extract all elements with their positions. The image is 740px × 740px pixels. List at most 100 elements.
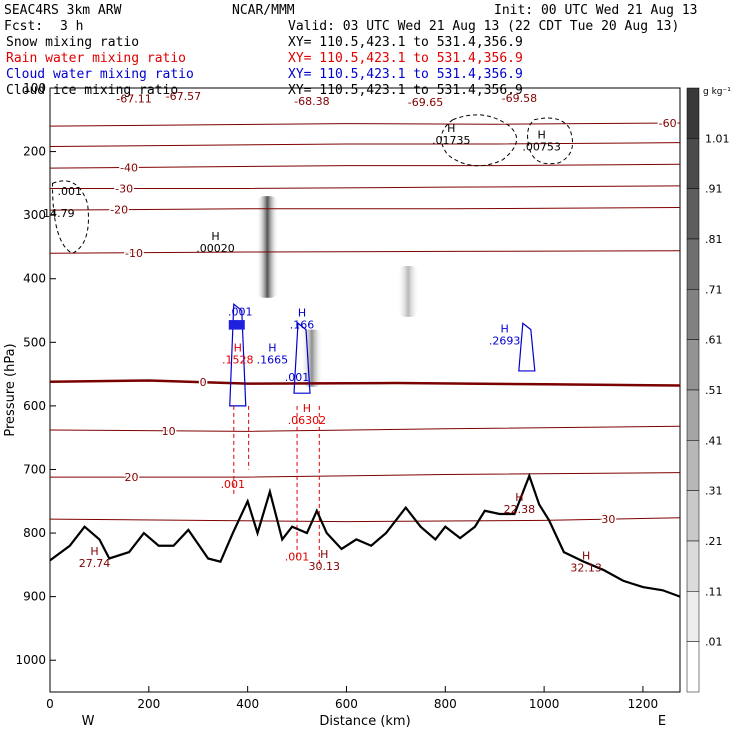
maximum-marker: H xyxy=(515,491,523,504)
colorbar-tick: .61 xyxy=(705,334,723,347)
legend-xy: XY= 110.5,423.1 to 531.4,356.9 xyxy=(288,35,523,50)
colorbar-cell xyxy=(686,591,700,642)
maximum-value: .001 xyxy=(285,550,310,563)
maximum-value: .1665 xyxy=(257,353,289,366)
temperature-contour xyxy=(49,250,681,254)
y-tick-label: 700 xyxy=(23,462,46,476)
contour-label: -10 xyxy=(125,247,143,260)
colorbar-cell xyxy=(686,188,700,240)
colorbar-tick: .41 xyxy=(705,434,723,447)
maximum-marker: H xyxy=(90,545,98,558)
x-tick-label: 800 xyxy=(434,697,457,711)
maximum-value: 22.38 xyxy=(504,503,536,516)
cloud-water-core xyxy=(228,320,245,330)
y-tick-label: 100 xyxy=(23,81,46,95)
cloud-ice-contour xyxy=(51,180,89,254)
colorbar-cell xyxy=(686,440,700,491)
snow-column xyxy=(256,196,279,298)
top-contour-label: -68.38 xyxy=(294,95,329,108)
maximum-marker: H xyxy=(234,341,242,354)
plot-area: -60 -40 -30 -20 -10 0 10 20 30 -67.11 -67.57 -68.38… xyxy=(43,90,681,598)
maximum-marker: H xyxy=(211,230,219,243)
legend-xy: XY= 110.5,423.1 to 531.4,356.9 xyxy=(288,83,523,98)
east-label: E xyxy=(658,714,666,729)
colorbar-cell xyxy=(686,339,700,391)
maximum-marker: H xyxy=(320,548,328,561)
maximum-value: 30.13 xyxy=(308,560,340,573)
contour-label: -20 xyxy=(110,204,128,217)
y-tick-label: 400 xyxy=(23,272,46,286)
colorbar-cell xyxy=(686,138,700,189)
temperature-contour xyxy=(49,379,681,387)
y-tick-label: 1000 xyxy=(15,653,46,667)
forecast-value: 3 h xyxy=(60,19,83,34)
maximum-marker: H xyxy=(268,341,276,354)
colorbar-tick: 1.01 xyxy=(705,132,730,145)
legend-xy: XY= 110.5,423.1 to 531.4,356.9 xyxy=(288,67,523,82)
center-title: NCAR/MMM xyxy=(232,3,295,18)
colorbar-cell xyxy=(686,389,700,441)
contour-label: -60 xyxy=(659,117,677,130)
maximum-value: 32.13 xyxy=(570,561,602,574)
temperature-contour xyxy=(49,142,681,147)
y-tick-label: 200 xyxy=(23,145,46,159)
colorbar-tick: .51 xyxy=(705,384,723,397)
valid-time: Valid: 03 UTC Wed 21 Aug 13 (22 CDT Tue … xyxy=(288,19,679,34)
y-tick-label: 900 xyxy=(23,590,46,604)
maximum-value: .06302 xyxy=(288,414,327,427)
maximum-value: 27.74 xyxy=(79,557,111,570)
init-time: Init: 00 UTC Wed 21 Aug 13 xyxy=(494,3,698,18)
top-contour-label: -67.57 xyxy=(166,90,201,103)
maximum-value: .00753 xyxy=(522,140,561,153)
x-axis-label: Distance (km) xyxy=(319,714,410,729)
colorbar-cell xyxy=(686,490,700,542)
top-contour-label: -69.58 xyxy=(502,92,537,105)
colorbar-cell xyxy=(686,238,700,290)
legend-entry: Snow mixing ratio xyxy=(6,35,139,50)
legend-entry: Rain water mixing ratio xyxy=(6,51,186,66)
contour-label: 20 xyxy=(125,471,139,484)
x-tick-label: 0 xyxy=(46,697,54,711)
x-tick-label: 400 xyxy=(236,697,259,711)
maximum-value: .001 xyxy=(228,306,253,319)
colorbar-tick: .81 xyxy=(705,233,723,246)
colorbar-tick: .21 xyxy=(705,535,723,548)
maximum-value: 14.79 xyxy=(43,207,75,220)
maximum-value: .00020 xyxy=(196,242,235,255)
colorbar-cell xyxy=(686,289,700,340)
temperature-contour xyxy=(50,472,681,478)
maximum-marker: H xyxy=(303,402,311,415)
maximum-value: .001 xyxy=(58,185,83,198)
maximum-value: .001 xyxy=(285,371,310,384)
axes: 0 200 400 600 800 1000 12001002003004005006007… xyxy=(3,81,666,729)
colorbar-tick: .11 xyxy=(705,585,723,598)
forecast-label: Fcst: xyxy=(4,19,43,34)
maximum-marker: H xyxy=(538,128,546,141)
contour-label: 0 xyxy=(200,376,207,389)
contour-label: -30 xyxy=(115,182,133,195)
maximum-marker: H xyxy=(500,322,508,335)
y-tick-label: 300 xyxy=(23,208,46,222)
legend-entry: Cloud water mixing ratio xyxy=(6,67,194,82)
cloud-ice-contour xyxy=(527,117,574,165)
colorbar-cell xyxy=(686,87,700,139)
contour-label: 30 xyxy=(601,513,615,526)
snow-column xyxy=(397,266,420,317)
cloud-water-contour xyxy=(293,322,311,394)
cloud-water-contour xyxy=(229,302,247,407)
temperature-contour xyxy=(49,517,681,523)
maximum-value: .1528 xyxy=(222,353,254,366)
maximum-marker: H xyxy=(298,306,306,319)
legend-xy: XY= 110.5,423.1 to 531.4,356.9 xyxy=(288,51,523,66)
temperature-contour xyxy=(49,425,681,432)
y-tick-label: 800 xyxy=(23,526,46,540)
colorbar: .01 .11 .21 .31 .41 .51 .61 .71 .81 .91 1.01 g kg⁻¹ xyxy=(686,87,731,693)
terrain-line xyxy=(49,472,681,598)
x-tick-label: 200 xyxy=(137,697,160,711)
top-contour-label: -69.65 xyxy=(408,96,443,109)
cloud-water-contour xyxy=(518,322,536,372)
temperature-contour xyxy=(49,122,681,127)
x-tick-label: 1200 xyxy=(628,697,659,711)
maximum-marker: H xyxy=(582,549,590,562)
maximum-value: .01735 xyxy=(432,134,471,147)
